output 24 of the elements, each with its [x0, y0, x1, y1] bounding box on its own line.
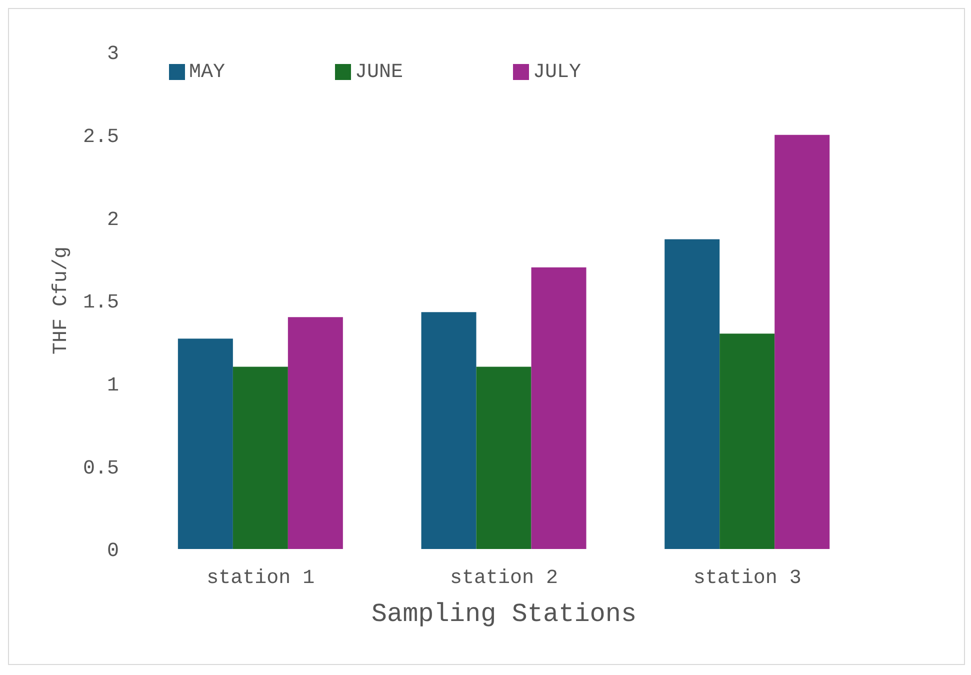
y-tick-label: 2 — [106, 208, 119, 232]
y-tick-label: 3 — [106, 43, 119, 66]
x-tick-label: station 2 — [450, 567, 558, 590]
bar — [664, 239, 720, 549]
x-tick-label: station 1 — [206, 567, 315, 590]
x-tick-label: station 3 — [693, 567, 802, 590]
y-tick-label: 0 — [106, 540, 119, 564]
bar — [720, 334, 775, 549]
bar — [531, 267, 586, 549]
bar — [232, 366, 288, 549]
bar — [774, 134, 830, 549]
bar — [421, 312, 476, 549]
legend-label: JUNE — [355, 61, 404, 84]
y-tick-label: 2.5 — [82, 126, 119, 149]
legend-label: JULY — [533, 61, 582, 84]
y-tick-label: 0.5 — [82, 457, 119, 480]
x-axis-title: Sampling Stations — [371, 599, 637, 629]
legend-label: MAY — [189, 61, 226, 84]
y-axis-title: THF Cfu/g — [50, 246, 74, 355]
bar — [178, 338, 233, 549]
bar — [288, 317, 343, 549]
y-tick-label: 1 — [106, 374, 119, 398]
bar — [476, 366, 532, 549]
y-tick-label: 1.5 — [82, 292, 119, 315]
